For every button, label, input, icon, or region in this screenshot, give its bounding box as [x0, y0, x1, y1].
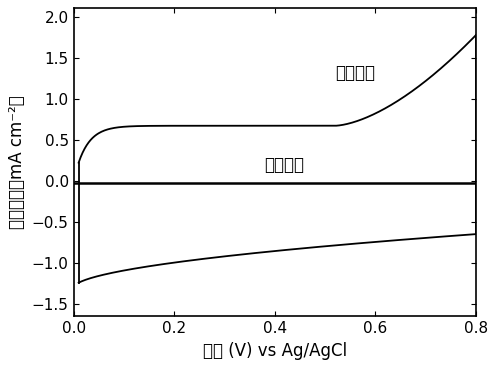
X-axis label: 电压 (V) vs Ag/AgCl: 电压 (V) vs Ag/AgCl	[202, 342, 347, 360]
Text: 空气退火: 空气退火	[264, 156, 305, 174]
Text: 真空退火: 真空退火	[335, 64, 375, 82]
Y-axis label: 电流密度（mA cm⁻²）: 电流密度（mA cm⁻²）	[8, 95, 26, 229]
